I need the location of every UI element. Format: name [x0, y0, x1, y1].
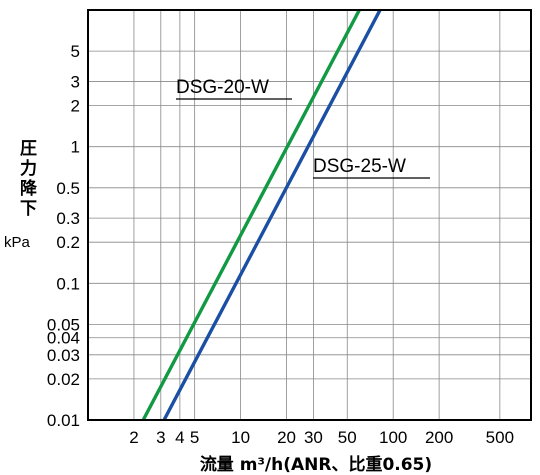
y-tick-label: 0.02	[47, 370, 80, 389]
x-tick-label: 30	[304, 428, 323, 447]
x-axis-title: 流量 m³/h(ANR、比重0.65)	[200, 454, 432, 475]
y-tick-label: 0.01	[47, 411, 80, 430]
series-line-dsg-20-w	[141, 10, 361, 420]
series-label-dsg-25-w: DSG-25-W	[313, 156, 406, 177]
y-axis-title-char: 圧	[20, 139, 37, 159]
x-tick-label: 3	[156, 428, 165, 447]
x-tick-label: 200	[425, 428, 453, 447]
y-axis-title-char: 下	[20, 199, 37, 219]
x-tick-label: 500	[486, 428, 514, 447]
grid-layer	[88, 10, 531, 421]
x-tick-label: 100	[379, 428, 407, 447]
series-layer	[141, 10, 382, 420]
y-tick-label: 0.1	[56, 274, 80, 293]
y-tick-label: 1	[71, 138, 80, 157]
x-tick-label: 5	[190, 428, 199, 447]
y-tick-label: 3	[71, 72, 80, 91]
y-tick-label: 0.2	[56, 233, 80, 252]
x-tick-label: 10	[231, 428, 250, 447]
y-tick-label: 0.3	[56, 209, 80, 228]
y-tick-label: 0.04	[47, 329, 80, 348]
series-label-dsg-20-w: DSG-20-W	[176, 77, 269, 98]
x-tick-label: 20	[277, 428, 296, 447]
y-tick-labels: 0.01 0.02 0.030.040.05 0.1 0.2 0.3 0.5 1 2 3 5	[47, 42, 80, 430]
y-tick-label: 0.03	[47, 346, 80, 365]
x-tick-label: 50	[338, 428, 357, 447]
y-axis-unit: kPa	[4, 234, 31, 251]
x-tick-labels: 2 3 4 5 10 20 30 50 100 200 500	[129, 428, 514, 447]
y-tick-label: 0.5	[56, 179, 80, 198]
y-tick-label: 0.05	[47, 315, 80, 334]
y-tick-label: 2	[71, 97, 80, 116]
plot-frame	[87, 9, 532, 421]
series-line-dsg-25-w	[162, 10, 382, 420]
x-tick-label: 2	[129, 428, 138, 447]
y-tick-label: 5	[71, 42, 80, 61]
x-tick-label: 4	[175, 428, 184, 447]
y-axis-title-char: 降	[20, 178, 38, 199]
y-axis-title-char: 力	[20, 158, 37, 179]
